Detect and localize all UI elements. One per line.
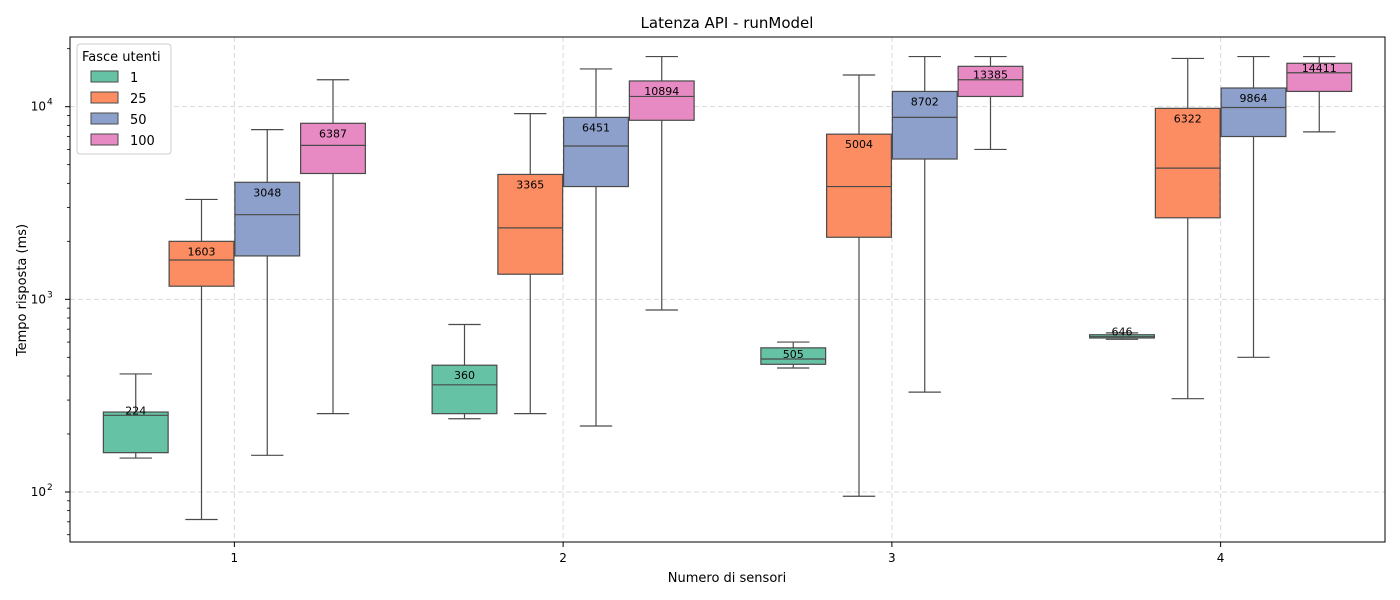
box-value-label: 1603 <box>188 245 216 258</box>
x-tick-label: 3 <box>888 551 896 565</box>
y-tick-exponent: 4 <box>47 98 53 108</box>
legend-label: 1 <box>130 71 138 86</box>
legend-item: 50 <box>90 112 147 128</box>
x-tick-label: 2 <box>559 551 567 565</box>
box <box>1154 107 1221 219</box>
y-tick-label: 10 <box>31 485 46 499</box>
box-group: 3365 <box>497 113 564 415</box>
box-value-label: 646 <box>1112 326 1133 339</box>
plot-area: 224 360 505 646 1603 3365 5004 6322 3048 6451 8702… <box>102 55 1353 521</box>
legend: Fasce utenti 1 25 50 100 <box>76 43 172 155</box>
y-tick-label: 10 <box>31 100 46 114</box>
legend-label: 50 <box>130 113 147 128</box>
box <box>891 90 958 160</box>
box-value-label: 6387 <box>319 127 347 140</box>
box <box>102 411 169 454</box>
box-value-label: 5004 <box>845 138 873 151</box>
box-group: 6451 <box>563 68 629 427</box>
legend-swatch <box>90 112 119 125</box>
legend-swatch <box>90 70 119 83</box>
box-group: 224 <box>102 373 169 459</box>
box <box>760 347 827 365</box>
box-group: 6387 <box>300 79 366 415</box>
box <box>1220 87 1287 138</box>
box <box>563 116 629 188</box>
x-axis-label: Numero di sensori <box>668 571 786 586</box>
plot-frame <box>69 36 1386 543</box>
y-tick-exponent: 3 <box>47 290 53 300</box>
box <box>234 181 301 257</box>
legend-item: 1 <box>90 70 138 86</box>
box-group: 10894 <box>628 55 695 311</box>
box <box>628 80 695 121</box>
chart-title: Latenza API - runModel <box>641 14 814 32</box>
box-group: 360 <box>431 323 498 420</box>
box-group: 5004 <box>826 74 892 497</box>
box-value-label: 10894 <box>644 85 679 98</box>
box <box>826 133 892 238</box>
y-axis-label: Tempo risposta (ms) <box>15 224 30 357</box>
box-value-label: 505 <box>783 348 804 361</box>
y-tick-label: 10 <box>31 292 46 306</box>
box-value-label: 6322 <box>1174 112 1202 125</box>
legend-swatch <box>90 133 119 146</box>
legend-label: 25 <box>130 92 147 107</box>
box <box>1286 62 1353 93</box>
legend-label: 100 <box>130 134 155 149</box>
box <box>957 65 1024 98</box>
box <box>431 364 498 415</box>
box <box>497 173 564 275</box>
box-value-label: 224 <box>125 404 146 417</box>
box-group: 8702 <box>891 55 958 393</box>
box-group: 505 <box>760 341 827 369</box>
box-value-label: 14411 <box>1302 62 1337 75</box>
box-group: 3048 <box>234 129 301 456</box>
box-group: 14411 <box>1286 55 1353 133</box>
box-group: 13385 <box>957 55 1024 151</box>
legend-title: Fasce utenti <box>82 50 161 65</box>
box <box>168 240 235 287</box>
box-value-label: 6451 <box>582 121 610 134</box>
box-value-label: 9864 <box>1240 92 1268 105</box>
x-tick-label: 1 <box>231 551 239 565</box>
box-value-label: 13385 <box>973 69 1008 82</box>
box-group: 1603 <box>168 198 235 521</box>
x-tick-label: 4 <box>1217 551 1225 565</box>
box-value-label: 3048 <box>253 186 281 199</box>
y-tick-exponent: 2 <box>47 483 53 493</box>
legend-item: 25 <box>90 91 147 107</box>
legend-item: 100 <box>90 133 155 149</box>
box-group: 9864 <box>1220 55 1287 358</box>
box-value-label: 3365 <box>516 178 544 191</box>
box <box>300 122 366 175</box>
box-value-label: 8702 <box>911 95 939 108</box>
box-group: 6322 <box>1154 57 1221 400</box>
box-value-label: 360 <box>454 369 475 382</box>
legend-swatch <box>90 91 119 104</box>
box-group: 646 <box>1089 326 1155 340</box>
